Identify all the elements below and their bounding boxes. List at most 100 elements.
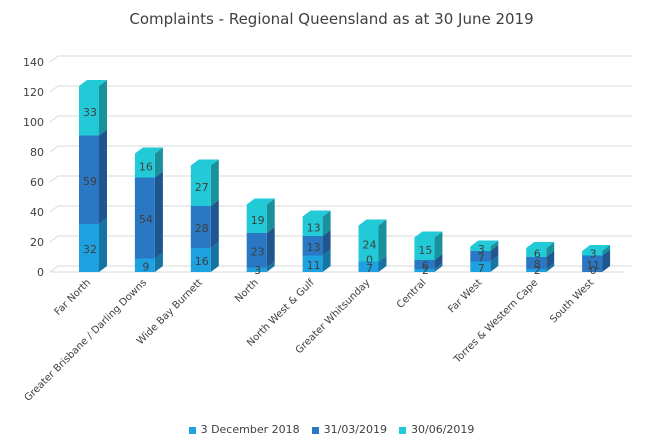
bar-segment — [526, 257, 547, 269]
bar-segment — [358, 225, 379, 262]
bar-segment — [526, 269, 547, 272]
bar-top — [526, 242, 555, 248]
bar-segment — [246, 233, 267, 268]
bar-segment — [134, 177, 155, 259]
legend-label: 3 December 2018 — [200, 423, 300, 436]
bar-segment — [470, 251, 491, 262]
bar-side — [210, 159, 219, 206]
data-label: 16 — [195, 255, 209, 268]
bar-side — [154, 147, 163, 178]
bar-top — [134, 147, 163, 154]
x-tick-label: Far North — [53, 277, 93, 317]
bar-side — [266, 227, 275, 268]
bar-top — [190, 159, 219, 166]
bar-segment — [246, 267, 267, 272]
data-label: 11 — [307, 259, 321, 272]
x-tick-label: North — [233, 277, 261, 305]
bar-segment — [582, 255, 603, 272]
bar-top — [302, 210, 331, 217]
y-tick-label: 40 — [30, 206, 44, 219]
data-label: 33 — [83, 106, 97, 119]
bar-segment — [470, 246, 491, 251]
bar-segment — [134, 153, 155, 178]
bar-side — [490, 240, 499, 251]
gridline-depth — [49, 55, 59, 63]
data-label: 27 — [195, 181, 209, 194]
gridline-depth — [49, 235, 59, 243]
data-label: 16 — [139, 161, 153, 174]
bar-segment — [134, 258, 155, 272]
legend-label: 30/06/2019 — [411, 423, 475, 436]
data-label: 8 — [534, 258, 541, 271]
y-tick-label: 60 — [30, 176, 44, 189]
x-tick-label: Greater Brisbane / Darling Downs — [23, 277, 149, 403]
data-label: 19 — [251, 214, 265, 227]
bar-side — [322, 230, 331, 256]
bar-segment — [414, 237, 435, 260]
bar-side — [434, 231, 443, 260]
data-label: 13 — [307, 241, 321, 254]
data-label: 54 — [139, 213, 153, 226]
legend-item: 30/06/2019 — [399, 423, 474, 436]
data-label: 32 — [83, 243, 97, 256]
data-label: 7 — [366, 262, 373, 275]
y-tick-label: 140 — [23, 56, 44, 69]
bar-segment — [414, 260, 435, 269]
bar-side — [266, 261, 275, 272]
bar-side — [154, 252, 163, 272]
y-tick-label: 80 — [30, 146, 44, 159]
data-label: 6 — [422, 260, 429, 273]
x-tick-label: Central — [395, 277, 429, 311]
bar-side — [546, 263, 555, 272]
bar-segment — [302, 236, 323, 256]
bar-top — [246, 198, 275, 205]
bar-side — [434, 263, 443, 272]
data-label: 3 — [254, 264, 261, 277]
data-label: 9 — [142, 260, 149, 273]
bar-side — [99, 80, 107, 136]
bar-side — [546, 242, 555, 257]
bar-side — [154, 171, 163, 259]
bar-segment — [79, 224, 99, 272]
data-label: 7 — [478, 251, 485, 264]
bar-side — [434, 254, 443, 269]
data-label: 3 — [478, 243, 485, 256]
gridline-depth — [49, 145, 59, 153]
gridline-depth — [49, 85, 59, 93]
gridline-depth — [49, 175, 59, 183]
legend-item: 31/03/2019 — [311, 423, 387, 436]
data-label: 0 — [366, 254, 373, 267]
bar-segment — [526, 248, 547, 257]
bar-side — [266, 198, 275, 233]
data-label: 11 — [586, 259, 600, 272]
bar-top — [582, 245, 611, 251]
legend: 3 December 2018 31/03/2019 30/06/2019 — [0, 423, 663, 436]
bar-side — [210, 200, 219, 248]
legend-swatch — [311, 426, 319, 434]
legend-item: 3 December 2018 — [188, 423, 300, 436]
data-label: 28 — [195, 222, 209, 235]
y-tick-label: 120 — [23, 86, 44, 99]
bar-segment — [246, 204, 267, 233]
data-label: 23 — [251, 245, 265, 258]
bar-segment — [190, 248, 211, 272]
bar-segment — [190, 206, 211, 248]
bar-segment — [190, 165, 211, 206]
bar-segment — [470, 261, 491, 272]
bar-side — [602, 245, 611, 256]
chart-title: Complaints - Regional Queensland as at 3… — [129, 10, 534, 28]
bar-segment — [79, 135, 99, 224]
bar-segment — [79, 86, 99, 136]
data-label: 2 — [422, 264, 429, 277]
data-label: 0 — [590, 264, 597, 277]
bar-side — [602, 249, 611, 272]
bar-top — [358, 219, 387, 226]
y-tick-label: 0 — [37, 266, 44, 279]
data-label: 6 — [534, 248, 541, 261]
bar-side — [322, 210, 331, 236]
bar-segment — [302, 216, 323, 236]
x-tick-label: Far West — [446, 277, 484, 315]
bar-top — [414, 231, 443, 238]
